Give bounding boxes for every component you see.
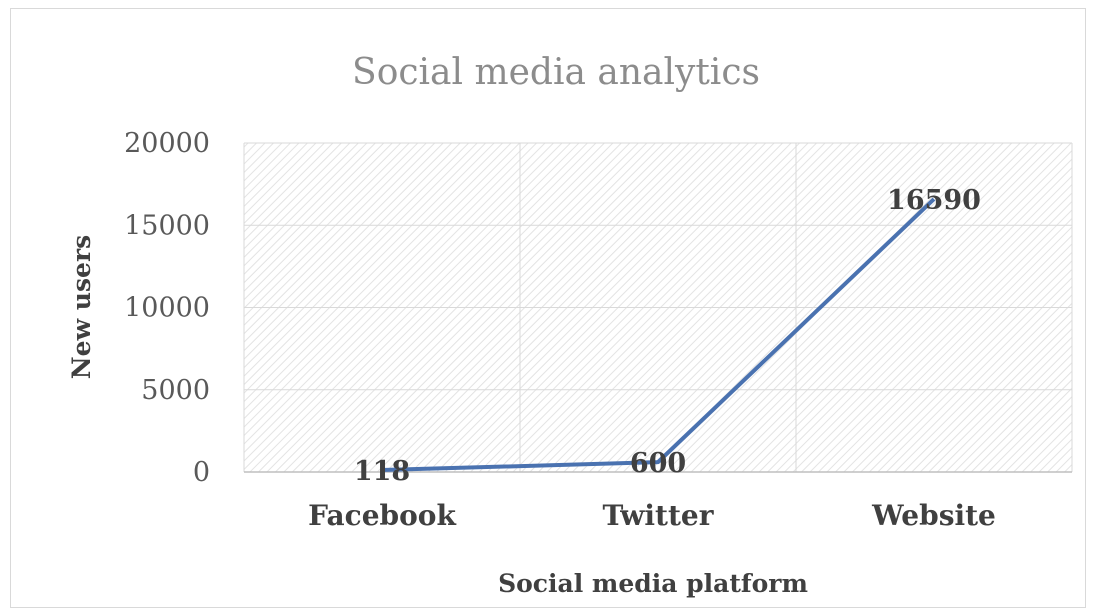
y-tick-label: 0 (193, 457, 210, 488)
y-axis-ticks: 0 5000 10000 15000 20000 (124, 128, 210, 488)
x-category-label: Website (871, 499, 996, 532)
x-category-label: Twitter (603, 499, 715, 532)
x-axis-title: Social media platform (498, 569, 808, 598)
x-category-label: Facebook (308, 499, 456, 532)
series-line (381, 197, 936, 473)
data-label: 600 (630, 448, 686, 479)
y-tick-label: 15000 (124, 210, 210, 241)
data-labels: 118 600 16590 (354, 185, 981, 487)
x-axis-categories: Facebook Twitter Website (308, 499, 996, 532)
data-label: 118 (354, 456, 410, 487)
y-axis-title: New users (67, 235, 96, 379)
chart-title: Social media analytics (352, 52, 760, 93)
y-tick-label: 5000 (141, 375, 210, 406)
gridlines (243, 142, 1073, 472)
y-tick-label: 10000 (124, 293, 210, 324)
y-tick-label: 20000 (124, 128, 210, 159)
data-label: 16590 (887, 185, 981, 216)
